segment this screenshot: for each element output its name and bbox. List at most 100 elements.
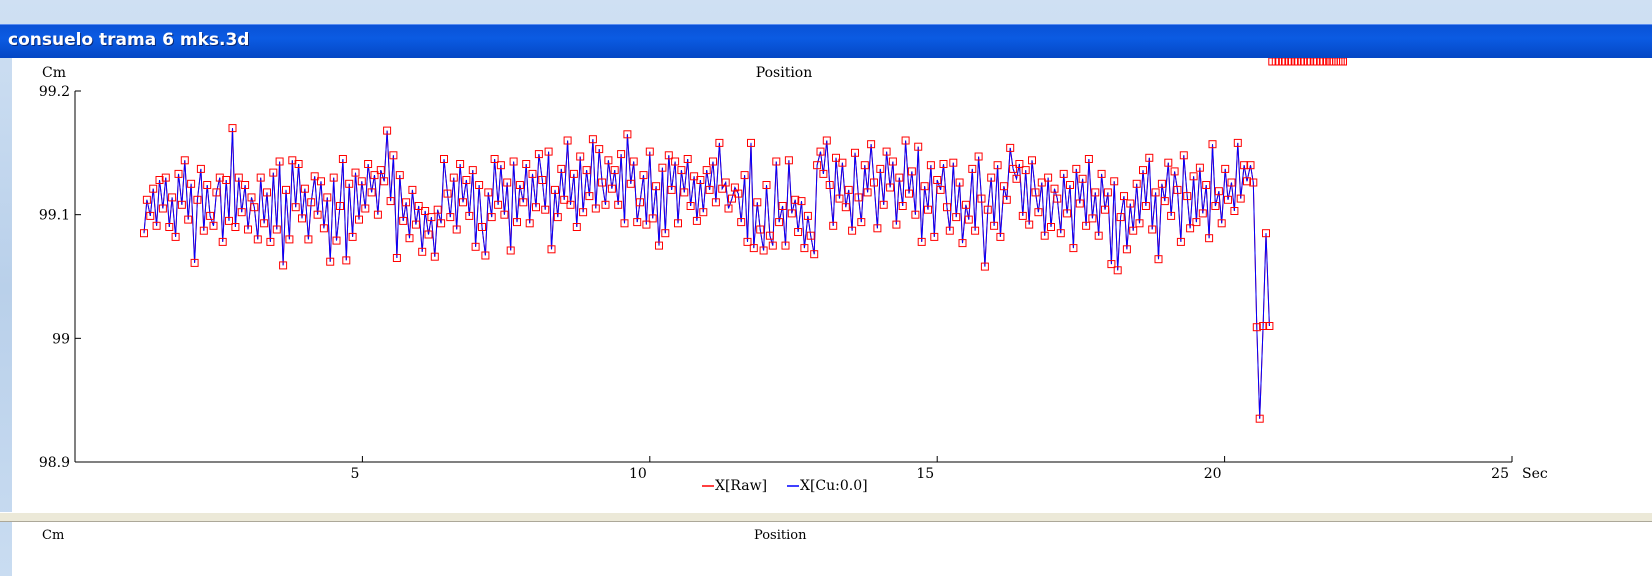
data-point bbox=[1129, 226, 1138, 235]
data-point bbox=[300, 184, 309, 193]
data-point bbox=[765, 231, 774, 240]
data-point bbox=[1120, 192, 1128, 201]
data-point bbox=[1075, 199, 1084, 208]
data-point bbox=[572, 223, 581, 231]
data-point bbox=[1227, 178, 1236, 187]
data-point bbox=[399, 216, 408, 225]
data-point bbox=[1224, 195, 1232, 204]
data-point bbox=[380, 177, 389, 186]
data-point bbox=[778, 202, 787, 210]
data-point bbox=[487, 213, 496, 222]
data-point bbox=[263, 188, 271, 197]
data-point bbox=[1252, 323, 1261, 332]
data-point bbox=[490, 155, 499, 163]
window-titlebar[interactable]: consuelo trama 6 mks.3d bbox=[0, 24, 1652, 58]
data-point bbox=[756, 225, 765, 234]
data-point bbox=[813, 161, 822, 170]
data-point bbox=[449, 173, 458, 182]
data-point bbox=[743, 237, 752, 246]
data-point bbox=[1063, 209, 1072, 218]
data-point bbox=[462, 176, 471, 184]
data-point bbox=[538, 176, 547, 184]
data-point bbox=[848, 226, 857, 235]
data-point bbox=[298, 214, 306, 223]
data-point bbox=[250, 203, 259, 212]
data-point bbox=[234, 173, 243, 182]
data-point bbox=[800, 244, 809, 253]
data-point bbox=[247, 193, 256, 202]
data-point bbox=[140, 229, 148, 238]
data-point bbox=[569, 169, 578, 178]
data-point bbox=[317, 177, 325, 186]
data-point bbox=[1066, 181, 1074, 189]
data-point bbox=[968, 164, 977, 173]
pane-splitter[interactable] bbox=[0, 512, 1652, 522]
data-point bbox=[860, 161, 869, 170]
data-point bbox=[677, 166, 686, 175]
data-point bbox=[367, 188, 376, 197]
x-tick-label: 25 bbox=[1491, 466, 1509, 482]
data-point bbox=[1040, 231, 1049, 240]
data-point bbox=[437, 219, 446, 228]
data-point bbox=[702, 166, 711, 175]
data-point bbox=[519, 198, 528, 207]
data-point bbox=[1084, 155, 1093, 163]
chart-labels: 99.2 99.1 99 98.9 5 10 15 20 25 Cm Position Sec X[Ra… bbox=[39, 65, 1548, 494]
data-point bbox=[999, 182, 1008, 191]
data-point bbox=[1255, 414, 1264, 423]
data-point bbox=[642, 220, 651, 229]
data-point bbox=[892, 220, 901, 229]
data-point bbox=[787, 209, 796, 218]
data-point bbox=[326, 257, 335, 266]
data-point bbox=[515, 181, 524, 189]
data-point bbox=[576, 152, 585, 161]
data-point bbox=[791, 195, 800, 204]
data-point bbox=[832, 153, 840, 162]
data-point bbox=[728, 194, 736, 203]
data-point bbox=[680, 188, 689, 197]
data-point bbox=[1332, 57, 1341, 66]
data-point bbox=[370, 171, 379, 180]
data-point bbox=[1205, 234, 1214, 243]
data-point bbox=[1211, 202, 1220, 210]
data-point bbox=[996, 232, 1005, 241]
data-point bbox=[199, 226, 208, 235]
data-point bbox=[332, 236, 341, 245]
data-point bbox=[905, 189, 913, 198]
data-point bbox=[806, 231, 815, 240]
data-point bbox=[1141, 202, 1150, 210]
y-tick-label: 99 bbox=[52, 331, 70, 347]
data-point bbox=[1069, 244, 1078, 253]
data-point bbox=[478, 223, 486, 231]
data-point bbox=[1186, 224, 1195, 233]
data-point bbox=[838, 158, 847, 167]
data-point bbox=[218, 237, 227, 246]
data-point bbox=[174, 169, 183, 178]
data-point bbox=[1243, 177, 1251, 186]
data-point bbox=[870, 178, 878, 187]
legend-label: X[Cu:0.0] bbox=[800, 478, 868, 494]
data-point bbox=[794, 228, 803, 236]
data-point bbox=[933, 176, 942, 184]
data-point bbox=[355, 215, 363, 224]
data-point bbox=[781, 241, 790, 250]
data-point bbox=[158, 204, 167, 213]
data-point bbox=[1236, 194, 1245, 203]
data-point bbox=[721, 178, 730, 187]
data-point bbox=[190, 258, 199, 267]
series-line-1 bbox=[143, 128, 1270, 419]
data-point bbox=[427, 213, 436, 222]
data-point bbox=[667, 185, 676, 194]
data-point bbox=[775, 218, 784, 227]
data-point bbox=[614, 200, 623, 209]
data-point bbox=[709, 157, 717, 166]
data-point bbox=[895, 173, 904, 182]
data-point bbox=[740, 171, 749, 180]
data-point bbox=[272, 225, 281, 234]
data-point bbox=[279, 261, 288, 270]
data-point bbox=[768, 241, 777, 250]
data-point bbox=[1101, 205, 1109, 214]
data-point bbox=[433, 205, 442, 214]
x-tick-label: 15 bbox=[916, 466, 934, 482]
data-point bbox=[1265, 322, 1274, 330]
